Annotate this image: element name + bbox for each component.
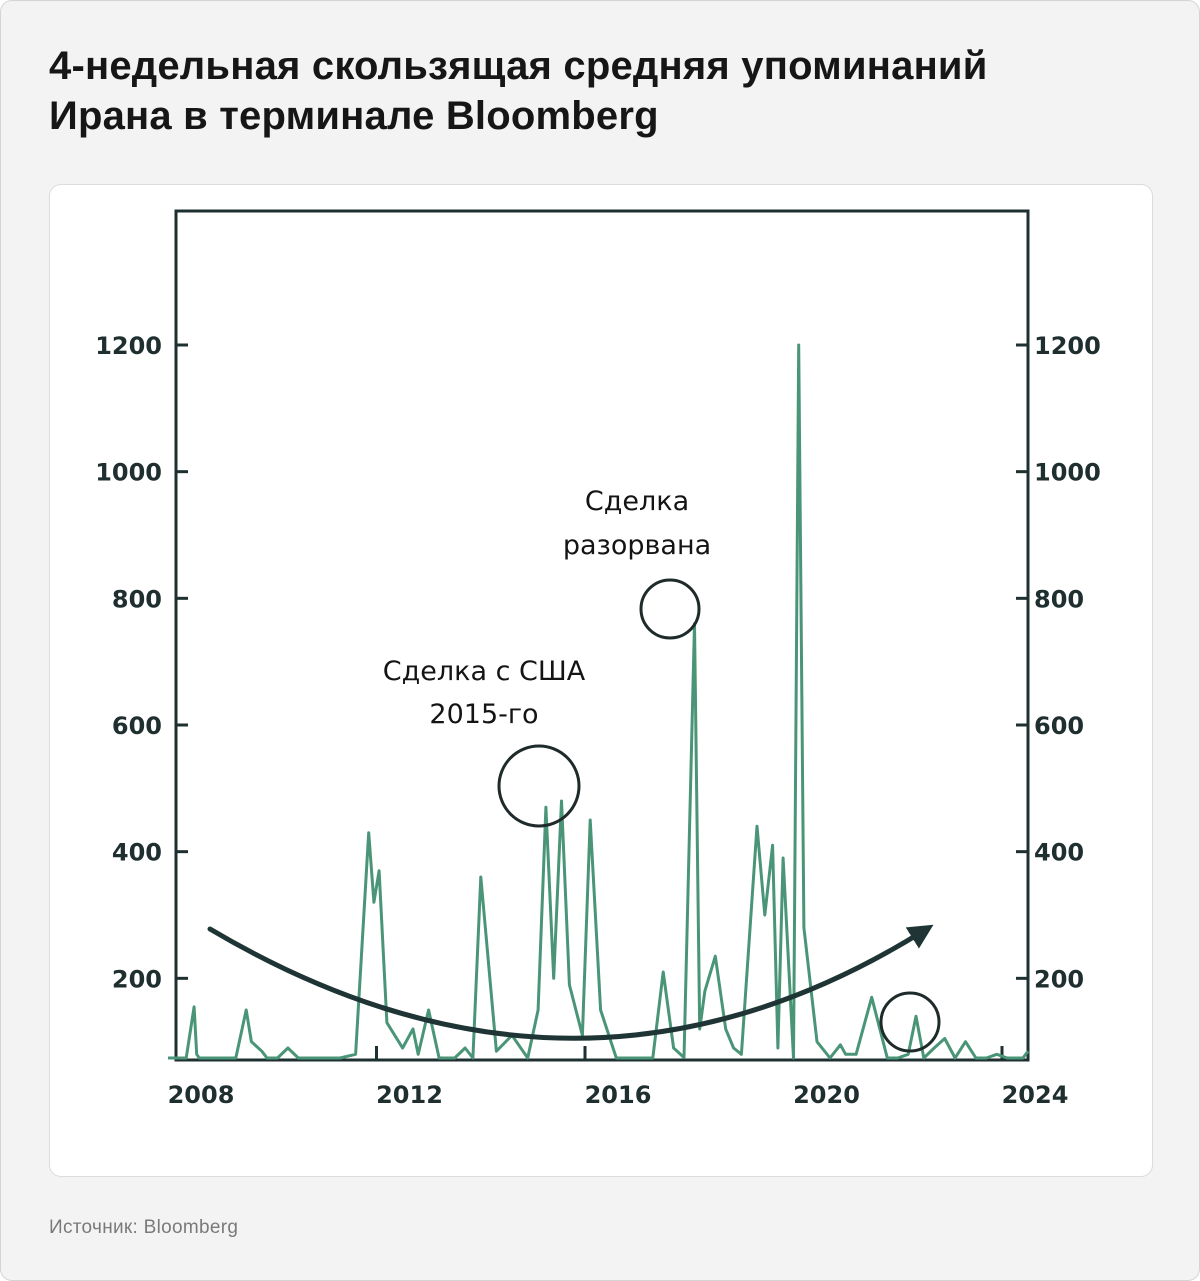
series-line-iran-mentions xyxy=(168,343,1030,1060)
x-tick-label: 2008 xyxy=(168,1081,235,1109)
trend-arrow xyxy=(207,924,934,1041)
annotation-deal-broken-line-1: Сделка xyxy=(585,486,689,517)
annotation-circle-latest xyxy=(879,991,941,1053)
x-tick-label: 2012 xyxy=(376,1081,443,1109)
chart-panel: 200 400 600 800 1000 1200 200 400 600 800 1000 120… xyxy=(49,184,1153,1177)
x-tick-label: 2024 xyxy=(1002,1081,1069,1109)
y-tick-label-right: 1000 xyxy=(1034,459,1101,487)
plot-frame xyxy=(174,209,1030,1062)
y-tick-label-right: 600 xyxy=(1034,712,1084,740)
y-tick-label-right: 400 xyxy=(1034,839,1084,867)
y-tick-label-left: 200 xyxy=(112,965,162,993)
y-axis-left: 200 400 600 800 1000 1200 xyxy=(95,332,188,993)
y-tick-label-left: 1000 xyxy=(95,459,162,487)
annotation-circle-2015-deal xyxy=(497,744,581,828)
annotation-2015-deal-line-2: 2015-го xyxy=(429,699,538,730)
x-tick-label: 2016 xyxy=(585,1081,652,1109)
annotation-circle-deal-broken xyxy=(639,578,701,640)
y-tick-label-left: 600 xyxy=(112,712,162,740)
chart-title: 4-недельная скользящая средняя упоминани… xyxy=(49,41,1149,141)
source-note: Источник: Bloomberg xyxy=(49,1217,239,1238)
y-tick-label-left: 400 xyxy=(112,839,162,867)
chart-title-line-2: Ирана в терминале Bloomberg xyxy=(49,94,659,138)
y-tick-label-right: 1200 xyxy=(1034,332,1101,360)
annotation-deal-broken-line-2: разорвана xyxy=(563,530,711,561)
annotation-2015-deal-line-1: Сделка с США xyxy=(383,656,586,687)
iran-mentions-line-chart: 200 400 600 800 1000 1200 200 400 600 800 1000 120… xyxy=(95,209,1101,1109)
y-tick-label-left: 1200 xyxy=(95,332,162,360)
y-tick-label-right: 800 xyxy=(1034,585,1084,613)
x-tick-label: 2020 xyxy=(793,1081,860,1109)
y-tick-label-left: 800 xyxy=(112,585,162,613)
y-axis-right: 200 400 600 800 1000 1200 xyxy=(1016,332,1101,993)
chart-title-line-1: 4-недельная скользящая средняя упоминани… xyxy=(49,44,988,88)
y-tick-label-right: 200 xyxy=(1034,965,1084,993)
x-axis: 2008 2012 2016 2020 2024 xyxy=(168,1046,1069,1109)
